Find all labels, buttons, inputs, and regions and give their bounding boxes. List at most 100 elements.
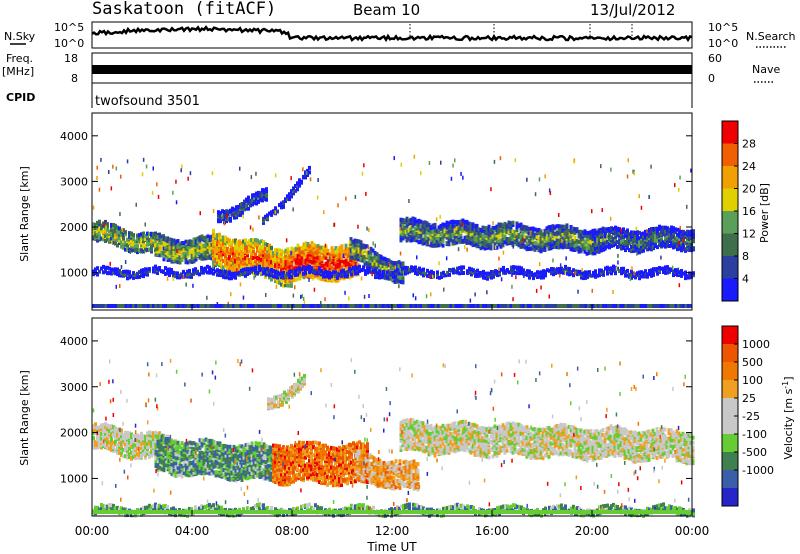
noise-cell <box>454 158 456 163</box>
data-cell <box>262 261 265 266</box>
data-cell <box>666 268 669 272</box>
data-cell <box>320 268 323 273</box>
data-cell <box>278 203 281 208</box>
data-cell <box>258 240 261 245</box>
data-cell <box>118 436 121 441</box>
noise-cell <box>156 182 158 187</box>
data-cell <box>455 220 459 224</box>
data-cell <box>252 260 255 265</box>
data-cell <box>156 271 159 275</box>
data-cell <box>252 266 255 271</box>
data-cell <box>535 230 539 235</box>
data-cell <box>322 245 326 250</box>
data-cell <box>282 256 285 261</box>
data-cell <box>550 267 553 271</box>
data-cell <box>130 234 133 238</box>
data-cell <box>537 227 541 232</box>
data-cell <box>658 266 661 270</box>
data-cell <box>534 272 537 277</box>
data-cell <box>379 260 383 265</box>
data-cell <box>274 273 277 278</box>
ground-cell <box>182 304 185 308</box>
data-cell <box>573 235 577 240</box>
data-cell <box>296 181 299 186</box>
data-cell <box>190 249 194 254</box>
data-cell <box>550 270 553 275</box>
data-cell <box>326 267 330 271</box>
data-cell <box>134 244 137 249</box>
data-cell <box>413 220 417 225</box>
noise-cell <box>265 272 267 277</box>
ground-cell <box>369 304 373 308</box>
data-cell <box>176 271 179 276</box>
data-cell <box>463 228 467 233</box>
data-cell <box>414 265 417 270</box>
data-cell <box>92 427 95 432</box>
data-cell <box>376 271 379 276</box>
data-cell <box>459 232 463 237</box>
data-cell <box>349 239 353 244</box>
data-cell <box>306 274 310 279</box>
noise-cell <box>249 225 252 230</box>
ground-cell <box>639 304 643 308</box>
data-cell <box>630 244 633 249</box>
data-cell <box>296 256 300 261</box>
data-cell <box>632 237 635 242</box>
ground-cell <box>562 304 565 308</box>
ground-cell <box>509 304 513 308</box>
data-cell <box>122 228 125 233</box>
data-cell <box>180 257 184 262</box>
data-cell <box>528 275 531 280</box>
data-cell <box>389 260 393 265</box>
data-cell <box>290 267 294 272</box>
data-cell <box>626 231 629 235</box>
noise-cell <box>445 256 448 261</box>
data-cell <box>232 268 235 273</box>
data-cell <box>350 253 354 258</box>
noise-cell <box>105 225 107 230</box>
noise-cell <box>368 228 370 233</box>
noise-cell <box>526 177 528 182</box>
data-cell <box>148 436 151 441</box>
data-cell <box>336 256 340 261</box>
noise-cell <box>144 222 146 227</box>
data-cell <box>504 269 507 274</box>
data-cell <box>610 268 613 273</box>
data-cell <box>378 272 381 277</box>
data-cell <box>126 444 129 449</box>
data-cell <box>282 204 285 209</box>
data-cell <box>688 237 691 241</box>
data-cell <box>156 249 160 254</box>
data-cell <box>536 270 539 275</box>
noise-cell <box>432 274 434 279</box>
data-cell <box>238 272 241 277</box>
data-cell <box>176 242 180 247</box>
data-cell <box>411 223 415 228</box>
data-cell <box>284 197 287 202</box>
data-cell <box>272 264 275 269</box>
data-cell <box>298 266 301 271</box>
data-cell <box>248 258 251 262</box>
data-cell <box>571 239 575 243</box>
data-cell <box>494 269 497 274</box>
noise-cell <box>564 270 567 275</box>
data-cell <box>174 245 178 250</box>
data-cell <box>507 224 511 229</box>
data-cell <box>558 267 561 271</box>
data-cell <box>471 228 475 233</box>
data-cell <box>514 265 517 270</box>
data-cell <box>280 254 283 259</box>
data-cell <box>136 271 139 276</box>
data-cell <box>648 228 651 232</box>
data-cell <box>583 249 587 254</box>
data-cell <box>565 225 569 230</box>
data-cell <box>126 237 129 242</box>
data-cell <box>202 238 206 243</box>
data-cell <box>124 240 127 245</box>
noise-cell <box>404 229 407 234</box>
data-cell <box>529 237 533 242</box>
data-cell <box>688 271 691 276</box>
data-cell <box>522 270 525 275</box>
data-cell <box>118 236 121 241</box>
data-cell <box>110 443 113 448</box>
